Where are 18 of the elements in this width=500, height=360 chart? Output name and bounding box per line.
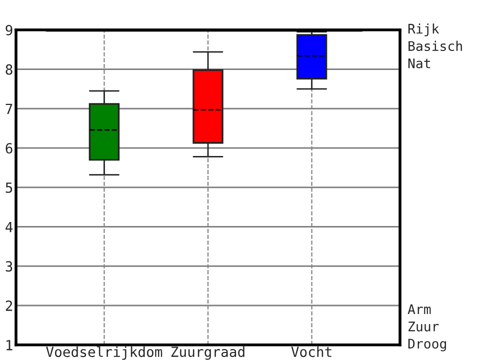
y-tick-label: 2 xyxy=(6,300,12,311)
y-tick-label: 6 xyxy=(6,143,12,154)
y-tick-label: 8 xyxy=(6,64,12,75)
x-tick-label: Vocht xyxy=(291,346,332,358)
text: Arm xyxy=(408,304,431,314)
text: Zuur xyxy=(408,322,439,332)
text: Droog xyxy=(408,338,446,352)
x-tick-label: Voedselrijkdom xyxy=(46,346,162,360)
y-tick-label: 5 xyxy=(6,182,12,193)
y-tick-label: 9 xyxy=(6,24,12,36)
y-tick-label: 1 xyxy=(6,340,12,350)
y-tick-label: 7 xyxy=(6,104,12,114)
y-tick-label: 3 xyxy=(6,261,12,272)
y-tick-label: 4 xyxy=(6,222,13,232)
text: Rijk xyxy=(408,24,440,36)
text: Basisch xyxy=(408,40,462,52)
x-tick-label: Zuurgraad xyxy=(171,346,244,360)
text: Nat xyxy=(408,58,430,68)
